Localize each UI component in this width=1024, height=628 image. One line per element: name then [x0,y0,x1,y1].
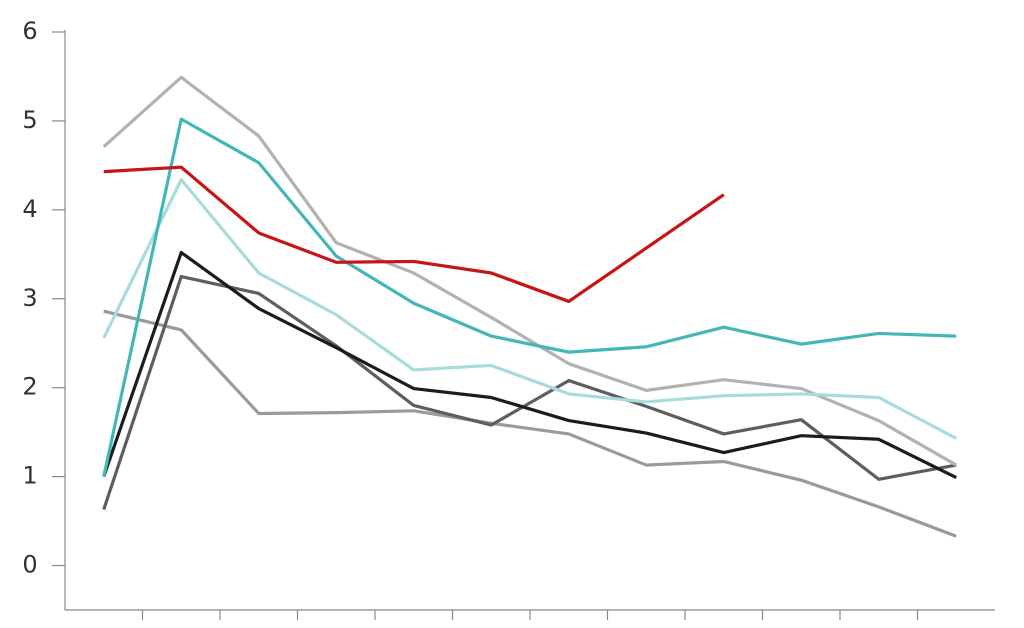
y-tick-label: 2 [22,373,37,401]
series-line [102,117,957,477]
series-line [102,250,957,479]
series-line [102,274,957,511]
y-tick-label: 3 [22,284,37,312]
series-line [103,309,957,538]
y-tick-label: 5 [22,106,37,134]
series-line [102,75,958,467]
series-line [103,165,725,304]
series-line [102,178,957,440]
y-tick-label: 1 [22,462,37,490]
y-tick-label: 0 [22,551,37,579]
y-tick-label: 6 [22,17,37,45]
y-tick-label: 4 [22,195,37,223]
